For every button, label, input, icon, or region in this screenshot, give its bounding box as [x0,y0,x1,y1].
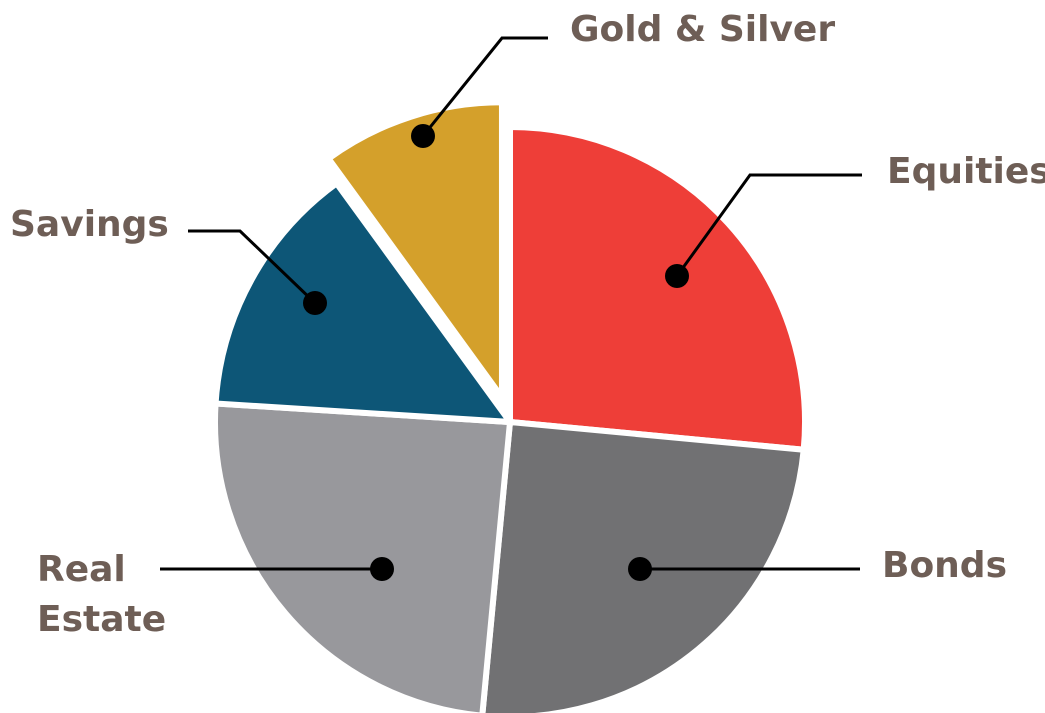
leader-dot-bonds [628,557,652,581]
leader-dot-gold-silver [411,124,435,148]
pie-slices [215,102,805,713]
pie-slice-real-estate [215,403,510,713]
slice-label-gold-silver: Gold & Silver [570,9,835,50]
slice-label-bonds: Bonds [882,545,1007,586]
leader-dot-equities [665,264,689,288]
slice-label-equities: Equities [887,151,1045,192]
leader-dot-real-estate [370,557,394,581]
slice-label-savings: Savings [10,204,169,245]
leader-dot-savings [303,291,327,315]
slice-label-real-estate: Real Estate [37,549,166,640]
